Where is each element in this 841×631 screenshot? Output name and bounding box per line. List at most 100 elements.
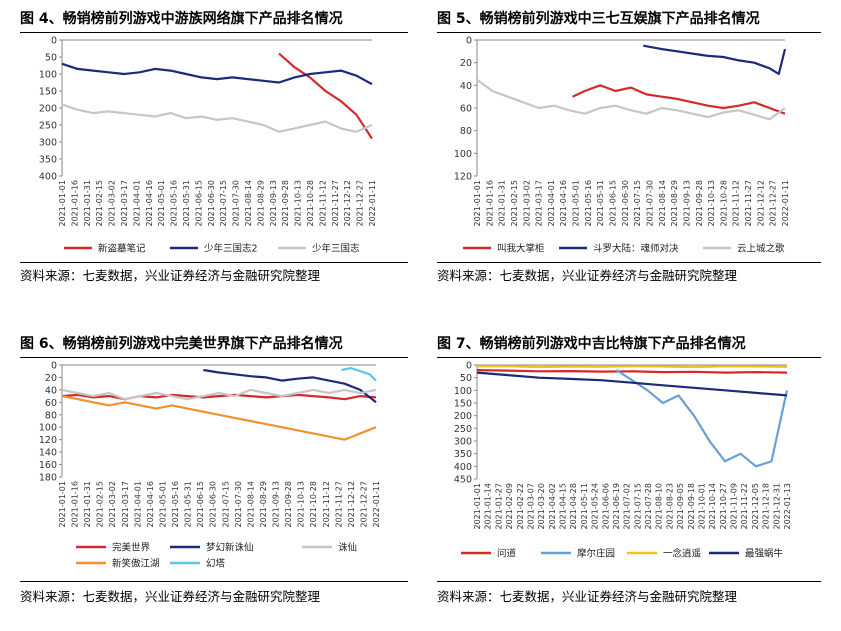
x-tick-label: 2021-05-16 [170,180,179,227]
x-tick-label: 2021-01-16 [485,180,494,227]
x-tick-label: 2021-07-15 [219,180,228,227]
x-tick-label: 2021-10-28 [306,180,315,227]
x-tick-label: 2021-07-28 [644,483,653,530]
x-tick-label: 2021-07-30 [645,180,654,227]
x-tick-label: 2021-02-15 [96,481,105,528]
x-tick-label: 2021-12-27 [359,481,368,528]
y-tick-label: 180 [39,473,57,484]
x-tick-label: 2021-04-16 [559,180,568,227]
x-tick-label: 2021-06-19 [612,483,621,530]
x-tick-label: 2021-05-01 [157,180,166,227]
x-tick-label: 2021-09-13 [269,180,278,227]
panel-perfect-world: 图 6、畅销榜前列游戏中完美世界旗下产品排名情况 0 20 40 60 80 100 120… [20,333,408,623]
legend-label: 问道 [497,548,517,560]
x-tick-label: 2021-05-16 [171,481,180,528]
legend-label: 最强蜗牛 [745,548,784,560]
x-tick-label: 2021-08-29 [670,180,679,227]
y-tick-label: 0 [466,361,472,372]
source-note: 资料来源：七麦数据，兴业证券经济与金融研究院整理 [20,589,321,604]
series-line-1 [278,52,373,140]
x-tick-label: 2022-01-13 [783,483,792,530]
x-tick-label: 2021-09-28 [695,180,704,227]
series-line-1 [61,393,377,401]
x-tick-label: 2021-09-13 [272,481,281,528]
chart-title: 图 7、畅销榜前列游戏中吉比特旗下产品排名情况 [437,336,746,352]
series-line-5 [341,367,377,382]
x-tick-label: 2021-06-30 [209,481,218,528]
legend-label: 新盗墓笔记 [98,243,146,255]
x-tick-label: 2021-07-15 [633,483,642,530]
y-tick-label: 60 [460,104,472,115]
series-line-2 [615,369,789,468]
series-line-3 [476,78,786,121]
series-line-2 [643,44,787,76]
x-tick-label: 2021-11-12 [732,180,741,227]
x-tick-label: 2021-10-28 [719,180,728,227]
x-tick-label: 2021-01-01 [58,180,67,227]
y-tick-label: 0 [51,36,57,47]
x-tick-label: 2021-04-16 [145,180,154,227]
title-rule [437,32,821,33]
x-tick-label: 2021-08-29 [256,180,265,227]
legend-label: 叫我大掌柜 [497,243,545,255]
x-tick-label: 2021-10-01 [697,483,706,530]
legend-label: 摩尔庄园 [577,548,615,560]
x-tick-label: 2021-12-12 [347,481,356,528]
x-tick-label: 2021-04-01 [132,180,141,227]
series-line-2 [203,368,377,404]
y-tick-label: 300 [454,437,472,448]
x-tick-label: 2021-10-28 [309,481,318,528]
series-line-3 [61,388,377,401]
x-tick-label: 2021-11-27 [744,180,753,227]
x-tick-label: 2021-08-29 [259,481,268,528]
series-line-2 [61,62,373,86]
x-tick-label: 2021-06-30 [621,180,630,227]
x-tick-label: 2021-12-05 [751,483,760,530]
y-tick-label: 120 [454,172,472,183]
x-tick-label: 2021-09-28 [284,481,293,528]
y-tick-label: 350 [39,155,57,166]
y-tick-label: 300 [39,138,57,149]
x-tick-label: 2021-07-02 [623,483,632,530]
x-tick-label: 2021-11-27 [331,180,340,227]
source-rule [437,581,821,582]
series-line-3 [477,365,788,369]
x-tick-label: 2021-07-30 [234,481,243,528]
source-note: 资料来源：七麦数据，兴业证券经济与金融研究院整理 [437,589,738,604]
x-tick-label: 2021-11-27 [334,481,343,528]
x-tick-label: 2021-03-17 [535,180,544,227]
x-tick-label: 2021-12-12 [756,180,765,227]
x-tick-label: 2022-01-11 [368,180,377,227]
legend-label: 新笑傲江湖 [112,558,160,570]
x-tick-label: 2021-04-16 [146,481,155,528]
series-line-4 [61,395,377,441]
source-note: 资料来源：七麦数据，兴业证券经济与金融研究院整理 [20,268,321,283]
y-tick-label: 0 [51,361,57,372]
panel-37interactive: 图 5、畅销榜前列游戏中三七互娱旗下产品排名情况 0 20 40 60 80 100 120… [437,8,821,288]
x-tick-label: 2021-10-27 [719,483,728,530]
x-tick-label: 2021-05-01 [158,481,167,528]
series-line-3 [61,103,373,133]
x-tick-label: 2021-08-10 [655,483,664,530]
x-tick-label: 2021-02-15 [95,180,104,227]
x-tick-label: 2021-04-15 [559,483,568,530]
y-tick-label: 40 [45,385,57,396]
x-tick-label: 2021-05-11 [580,483,589,530]
legend-label: 少年三国志 [312,243,360,255]
x-tick-label: 2021-03-02 [108,180,117,227]
title-rule [437,357,821,358]
x-tick-label: 2021-11-12 [318,180,327,227]
x-tick-label: 2021-02-09 [505,483,514,530]
x-tick-label: 2021-10-14 [708,483,717,530]
y-tick-label: 200 [454,411,472,422]
x-tick-label: 2021-05-01 [572,180,581,227]
y-tick-label: 20 [45,373,57,384]
y-tick-label: 60 [45,398,57,409]
x-tick-label: 2021-08-14 [244,180,253,227]
source-rule [20,262,408,263]
source-rule [437,262,821,263]
legend-label: 梦幻新诛仙 [206,542,254,554]
title-rule [20,32,408,33]
